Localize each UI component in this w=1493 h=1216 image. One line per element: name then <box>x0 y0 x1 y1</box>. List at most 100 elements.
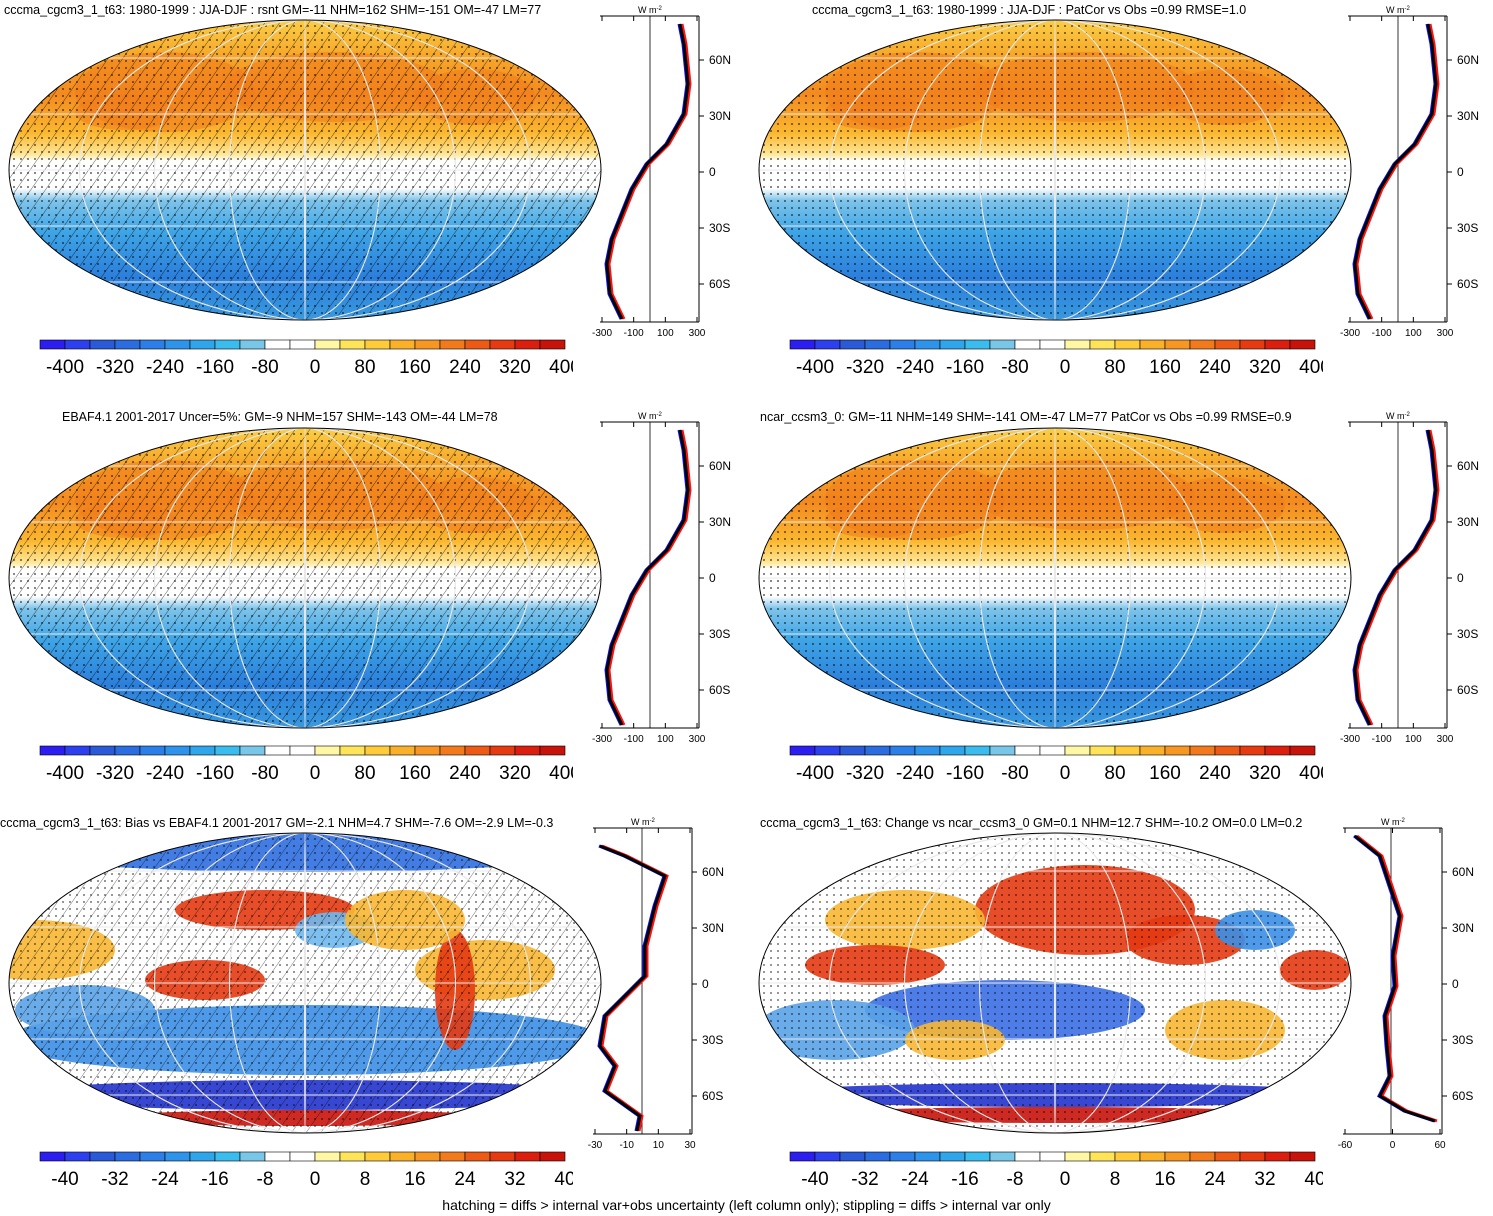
svg-text:-300: -300 <box>1340 734 1360 745</box>
svg-text:100: 100 <box>657 734 674 745</box>
svg-text:-320: -320 <box>96 763 134 784</box>
svg-text:-160: -160 <box>196 763 234 784</box>
svg-text:-80: -80 <box>251 357 278 378</box>
svg-text:300: 300 <box>1437 734 1454 745</box>
panel-title-5: cccma_cgcm3_1_t63: Bias vs EBAF4.1 2001-… <box>0 816 554 830</box>
svg-text:240: 240 <box>449 763 481 784</box>
svg-text:40: 40 <box>554 1169 573 1190</box>
svg-text:-160: -160 <box>946 357 984 378</box>
svg-text:-16: -16 <box>951 1169 978 1190</box>
colorbar-2: -400 -320 -240 -160 -80 0 80 160 240 320 400 <box>789 339 1323 378</box>
svg-text:60: 60 <box>1434 1140 1446 1151</box>
svg-text:60N: 60N <box>709 53 731 67</box>
zonal-profile-1: W m-2 60N 30N 0 30S 60S -300 -100 100 300 <box>592 5 731 339</box>
svg-text:8: 8 <box>360 1169 371 1190</box>
svg-text:-300: -300 <box>592 734 612 745</box>
svg-text:-40: -40 <box>51 1169 78 1190</box>
svg-text:0: 0 <box>310 357 321 378</box>
zonal-profile-4: W m-2 60N 30N 0 30S 60S -300 -100 100 300 <box>1340 411 1479 745</box>
svg-text:80: 80 <box>354 763 375 784</box>
footer-note: hatching = diffs > internal var+obs unce… <box>442 1197 1051 1213</box>
svg-text:160: 160 <box>399 763 431 784</box>
svg-text:-100: -100 <box>624 734 644 745</box>
svg-text:0: 0 <box>709 571 716 585</box>
svg-text:W m-2: W m-2 <box>1381 817 1405 827</box>
svg-text:300: 300 <box>689 734 706 745</box>
svg-text:W m-2: W m-2 <box>638 411 662 421</box>
svg-text:30S: 30S <box>702 1033 723 1047</box>
svg-text:24: 24 <box>454 1169 476 1190</box>
svg-text:100: 100 <box>657 328 674 339</box>
svg-text:40: 40 <box>1304 1169 1323 1190</box>
svg-text:60S: 60S <box>709 277 730 291</box>
svg-text:-80: -80 <box>1001 763 1028 784</box>
svg-text:-8: -8 <box>257 1169 274 1190</box>
svg-text:-40: -40 <box>801 1169 828 1190</box>
svg-text:W m-2: W m-2 <box>631 817 655 827</box>
svg-text:32: 32 <box>504 1169 525 1190</box>
svg-text:-160: -160 <box>196 357 234 378</box>
svg-text:60N: 60N <box>1457 53 1479 67</box>
svg-text:0: 0 <box>1060 763 1071 784</box>
svg-text:W m-2: W m-2 <box>1386 5 1410 15</box>
svg-text:320: 320 <box>1249 763 1281 784</box>
svg-text:-32: -32 <box>851 1169 878 1190</box>
svg-text:30S: 30S <box>1457 627 1478 641</box>
svg-text:30S: 30S <box>1452 1033 1473 1047</box>
svg-text:-32: -32 <box>101 1169 128 1190</box>
svg-text:-100: -100 <box>1372 734 1392 745</box>
svg-text:80: 80 <box>354 357 375 378</box>
svg-text:240: 240 <box>1199 763 1231 784</box>
svg-text:-240: -240 <box>146 357 184 378</box>
svg-text:8: 8 <box>1110 1169 1121 1190</box>
svg-text:300: 300 <box>689 328 706 339</box>
svg-text:60N: 60N <box>1457 459 1479 473</box>
svg-text:30S: 30S <box>709 627 730 641</box>
svg-text:60S: 60S <box>1457 683 1478 697</box>
svg-text:-60: -60 <box>1338 1140 1353 1151</box>
svg-text:-320: -320 <box>846 763 884 784</box>
svg-text:-30: -30 <box>588 1140 603 1151</box>
svg-text:-16: -16 <box>201 1169 228 1190</box>
colorbar-4: -400 -320 -240 -160 -80 0 80 160 240 320 400 <box>789 745 1323 784</box>
map-panel-1 <box>8 19 602 321</box>
svg-text:0: 0 <box>310 763 321 784</box>
svg-text:-24: -24 <box>901 1169 929 1190</box>
svg-text:-240: -240 <box>896 763 934 784</box>
svg-text:400: 400 <box>549 357 573 378</box>
svg-text:30S: 30S <box>709 221 730 235</box>
zonal-profile-2: W m-2 60N 30N 0 30S 60S -300 -100 100 300 <box>1340 5 1479 339</box>
svg-text:16: 16 <box>404 1169 425 1190</box>
svg-text:16: 16 <box>1154 1169 1175 1190</box>
map-panel-3 <box>8 427 602 729</box>
panel-title-3: EBAF4.1 2001-2017 Uncer=5%: GM=-9 NHM=15… <box>62 410 498 424</box>
svg-text:-10: -10 <box>619 1140 634 1151</box>
svg-text:30S: 30S <box>1457 221 1478 235</box>
svg-text:30N: 30N <box>709 109 731 123</box>
colorbar-6: -40 -32 -24 -16 -8 0 8 16 24 32 40 <box>789 1151 1323 1190</box>
svg-text:24: 24 <box>1204 1169 1226 1190</box>
svg-text:-80: -80 <box>251 763 278 784</box>
panel-title-4: ncar_ccsm3_0: GM=-11 NHM=149 SHM=-141 OM… <box>760 410 1292 424</box>
svg-text:-400: -400 <box>796 357 834 378</box>
svg-text:32: 32 <box>1254 1169 1275 1190</box>
svg-text:-400: -400 <box>46 357 84 378</box>
svg-text:60S: 60S <box>1452 1089 1473 1103</box>
svg-text:320: 320 <box>499 357 531 378</box>
svg-text:30N: 30N <box>1457 109 1479 123</box>
svg-text:60N: 60N <box>702 865 724 879</box>
svg-text:30: 30 <box>684 1140 696 1151</box>
svg-text:-24: -24 <box>151 1169 179 1190</box>
svg-text:10: 10 <box>653 1140 665 1151</box>
svg-text:160: 160 <box>1149 357 1181 378</box>
panel-title-2: cccma_cgcm3_1_t63: 1980-1999 : JJA-DJF :… <box>812 3 1247 17</box>
svg-text:60S: 60S <box>702 1089 723 1103</box>
svg-text:30N: 30N <box>1457 515 1479 529</box>
svg-text:-400: -400 <box>46 763 84 784</box>
svg-text:80: 80 <box>1104 763 1125 784</box>
svg-text:60S: 60S <box>1457 277 1478 291</box>
svg-text:240: 240 <box>449 357 481 378</box>
svg-text:-400: -400 <box>796 763 834 784</box>
svg-text:320: 320 <box>1249 357 1281 378</box>
svg-text:30N: 30N <box>1452 921 1474 935</box>
